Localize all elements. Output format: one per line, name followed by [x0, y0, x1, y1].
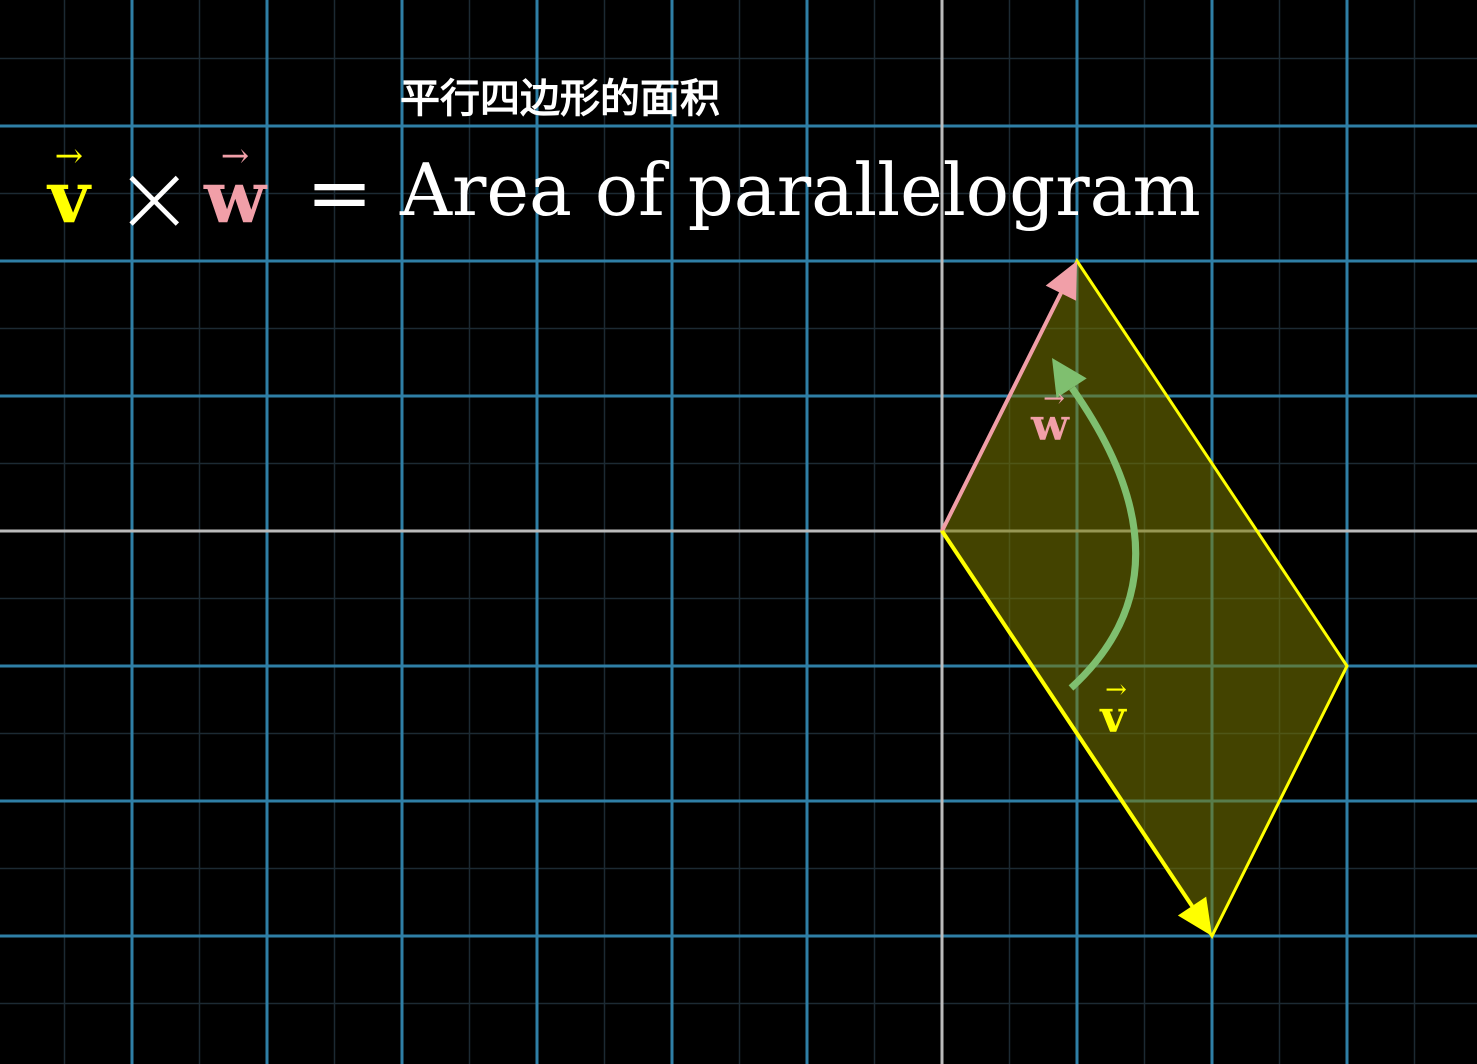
vector-v-label-arrow: → [1105, 675, 1127, 705]
vector-w [940, 292, 1063, 532]
subtitle: 平行四边形的面积 [400, 76, 720, 122]
vector-v-arrowhead [1177, 896, 1212, 936]
formula-v-arrow: → [54, 136, 84, 176]
vector-v-label: v [1099, 692, 1127, 743]
vector-w-label: w [1030, 400, 1070, 451]
rotation-arrowhead [1052, 358, 1087, 398]
formula-v: → v [48, 136, 90, 239]
formula-w: → w [204, 136, 266, 239]
vector-v [940, 529, 1194, 908]
formula-equals: = [306, 146, 374, 239]
formula-v-symbol: v [48, 154, 90, 239]
vector-w-label-arrow: → [1043, 384, 1065, 414]
formula-rhs: Area of parallelogram [400, 148, 1201, 232]
rotation-arc [1068, 385, 1140, 691]
formula-w-arrow: → [220, 136, 250, 176]
formula-times: × [114, 142, 195, 254]
formula-w-symbol: w [204, 154, 266, 239]
vector-w-arrowhead [1045, 261, 1077, 301]
